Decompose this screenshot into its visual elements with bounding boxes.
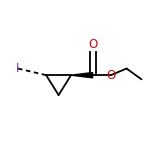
Text: O: O	[106, 69, 115, 82]
Text: O: O	[88, 38, 97, 51]
Polygon shape	[71, 73, 93, 78]
Text: I: I	[16, 62, 20, 75]
